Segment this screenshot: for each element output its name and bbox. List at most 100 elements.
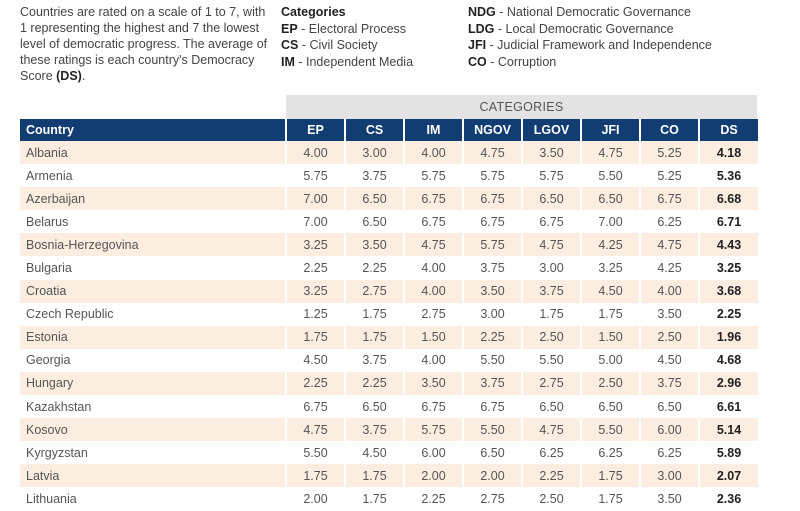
score-cell: 2.25: [286, 256, 346, 280]
column-header-ep: EP: [286, 119, 346, 141]
score-cell: 4.00: [286, 141, 346, 165]
score-cell: 1.75: [581, 302, 641, 326]
score-cell: 4.00: [404, 279, 464, 303]
score-cell: 2.50: [522, 325, 582, 349]
score-cell: 7.00: [286, 210, 346, 234]
score-cell: 4.75: [404, 233, 464, 257]
score-cell: 1.75: [286, 325, 346, 349]
score-cell: 4.50: [640, 348, 700, 372]
score-cell: 3.00: [522, 256, 582, 280]
score-cell: 6.75: [522, 210, 582, 234]
table-row: Czech Republic 1.25 1.75 2.75 3.00 1.75 1.75 3.…: [20, 302, 758, 326]
score-cell: 2.00: [404, 464, 464, 488]
score-cell: 5.50: [581, 418, 641, 442]
score-cell: 3.00: [463, 302, 523, 326]
legend-label: - Electoral Process: [297, 21, 407, 36]
column-header-cs: CS: [345, 119, 405, 141]
ds-score-cell: 4.43: [699, 233, 758, 257]
legend-item: NDG - National Democratic Governance: [468, 4, 788, 21]
score-cell: 4.75: [286, 418, 346, 442]
ds-score-cell: 3.25: [699, 256, 758, 280]
country-cell: Latvia: [20, 464, 287, 488]
column-header-ngov: NGOV: [463, 119, 523, 141]
country-cell: Albania: [20, 141, 287, 165]
ds-score-cell: 3.68: [699, 279, 758, 303]
categories-legend-right: NDG - National Democratic Governance LDG …: [468, 4, 788, 70]
score-cell: 5.25: [640, 164, 700, 188]
table-row: Kyrgyzstan 5.50 4.50 6.00 6.50 6.25 6.25 6.25 5.…: [20, 441, 758, 465]
ds-score-cell: 5.89: [699, 441, 758, 465]
score-cell: 6.75: [640, 187, 700, 211]
country-cell: Kazakhstan: [20, 395, 287, 419]
score-cell: 4.25: [640, 256, 700, 280]
ds-score-cell: 4.18: [699, 141, 758, 165]
score-cell: 4.75: [522, 418, 582, 442]
score-cell: 1.75: [581, 464, 641, 488]
score-cell: 4.00: [404, 348, 464, 372]
score-cell: 3.75: [463, 371, 523, 396]
score-cell: 1.75: [522, 302, 582, 326]
column-header-lgov: LGOV: [522, 119, 582, 141]
ds-score-cell: 5.36: [699, 164, 758, 188]
score-cell: 2.50: [640, 325, 700, 349]
score-cell: 6.50: [345, 395, 405, 419]
score-cell: 3.50: [522, 141, 582, 165]
score-cell: 6.75: [286, 395, 346, 419]
legend-item: LDG - Local Democratic Governance: [468, 21, 788, 38]
score-cell: 6.75: [404, 187, 464, 211]
ds-score-cell: 2.96: [699, 371, 758, 396]
categories-banner: CATEGORIES: [286, 95, 757, 119]
score-cell: 6.75: [463, 187, 523, 211]
table-header-row: Country EP CS IM NGOV LGOV JFI CO DS: [20, 119, 758, 141]
score-cell: 3.50: [640, 302, 700, 326]
legend-abbr: CS: [281, 38, 299, 52]
country-cell: Azerbaijan: [20, 187, 287, 211]
country-cell: Kyrgyzstan: [20, 441, 287, 465]
table-row: Lithuania 2.00 1.75 2.25 2.75 2.50 1.75 3.50 2.3…: [20, 487, 758, 511]
column-header-ds: DS: [699, 119, 758, 141]
country-cell: Kosovo: [20, 418, 287, 442]
score-cell: 5.50: [463, 418, 523, 442]
score-cell: 4.00: [404, 141, 464, 165]
ds-score-cell: 2.25: [699, 302, 758, 326]
score-cell: 3.25: [286, 279, 346, 303]
table-row: Armenia 5.75 3.75 5.75 5.75 5.75 5.50 5.25 5.36: [20, 164, 758, 188]
score-cell: 2.25: [522, 464, 582, 488]
score-cell: 3.50: [404, 371, 464, 396]
score-cell: 6.50: [345, 210, 405, 234]
table-row: Georgia 4.50 3.75 4.00 5.50 5.50 5.00 4.50 4.68: [20, 348, 758, 372]
table-row: Bulgaria 2.25 2.25 4.00 3.75 3.00 3.25 4.25 3.25: [20, 256, 758, 280]
score-cell: 1.75: [345, 325, 405, 349]
intro-ds-abbr: (DS): [56, 69, 82, 83]
score-cell: 2.75: [404, 302, 464, 326]
score-cell: 2.75: [345, 279, 405, 303]
score-cell: 7.00: [581, 210, 641, 234]
score-cell: 4.75: [522, 233, 582, 257]
ds-score-cell: 4.68: [699, 348, 758, 372]
score-cell: 1.75: [286, 464, 346, 488]
score-cell: 2.25: [286, 371, 346, 396]
score-cell: 6.50: [581, 187, 641, 211]
score-cell: 3.75: [463, 256, 523, 280]
table-row: Azerbaijan 7.00 6.50 6.75 6.75 6.50 6.50 6.75 6.…: [20, 187, 758, 211]
score-cell: 1.50: [581, 325, 641, 349]
table-row: Albania 4.00 3.00 4.00 4.75 3.50 4.75 5.25 4.18: [20, 141, 758, 165]
country-cell: Estonia: [20, 325, 287, 349]
score-cell: 6.25: [581, 441, 641, 465]
table-row: Hungary 2.25 2.25 3.50 3.75 2.75 2.50 3.75 2.96: [20, 371, 758, 396]
score-cell: 1.75: [581, 487, 641, 511]
legend-heading: Categories: [281, 5, 346, 19]
score-cell: 5.75: [404, 418, 464, 442]
score-cell: 7.00: [286, 187, 346, 211]
score-cell: 3.50: [345, 233, 405, 257]
score-cell: 6.00: [404, 441, 464, 465]
score-cell: 5.75: [404, 164, 464, 188]
score-cell: 3.50: [640, 487, 700, 511]
score-cell: 4.50: [286, 348, 346, 372]
score-cell: 2.25: [345, 256, 405, 280]
ds-score-cell: 2.36: [699, 487, 758, 511]
column-header-im: IM: [404, 119, 464, 141]
score-cell: 2.50: [581, 371, 641, 396]
legend-item: EP - Electoral Process: [281, 21, 461, 38]
intro-text: Countries are rated on a scale of 1 to 7…: [20, 5, 268, 83]
